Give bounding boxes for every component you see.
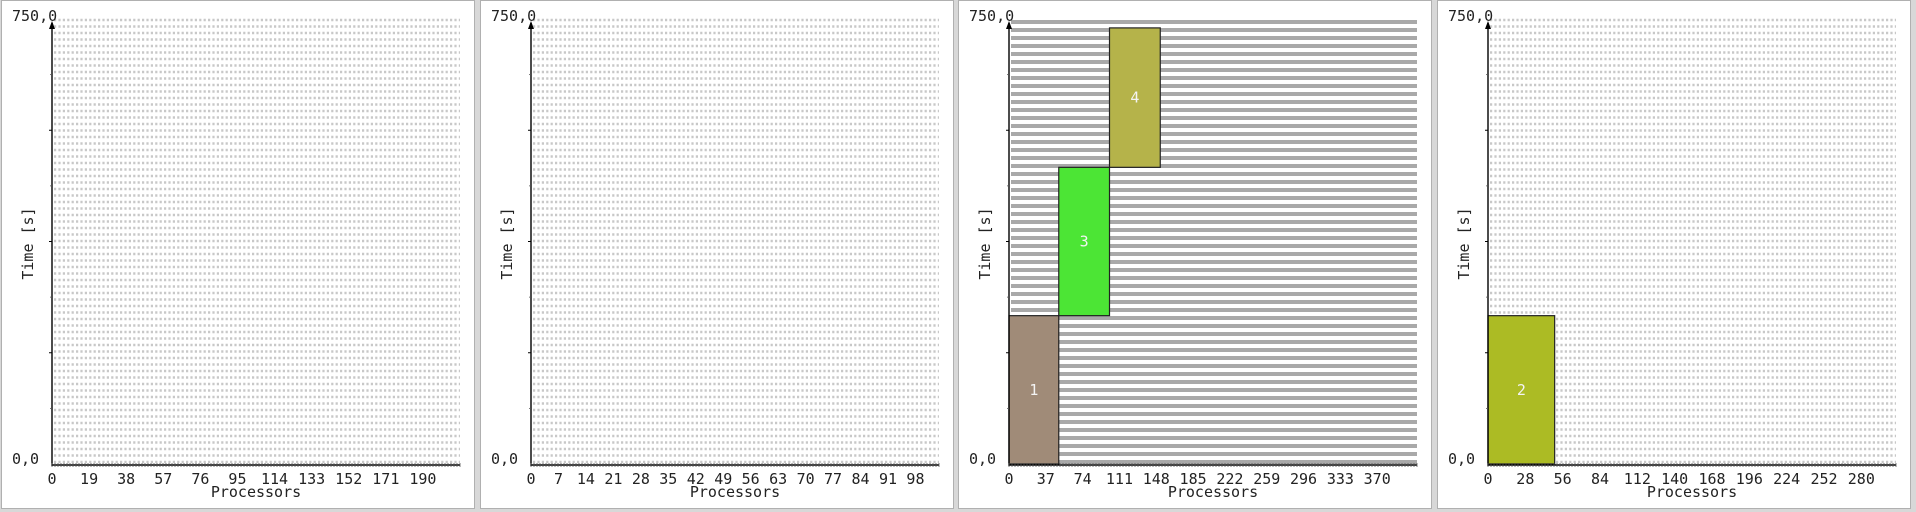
x-axis-title: Processors: [211, 483, 301, 501]
x-tick-label: 296: [1290, 470, 1317, 488]
job-label-2: 2: [1517, 381, 1526, 399]
chart-panel-4: 2 750,0 0,0 Time [s] 0 28 56 84 112 140 168 196 224 2…: [1437, 0, 1911, 509]
x-tick-label: 259: [1253, 470, 1280, 488]
x-axis-title: Processors: [1647, 483, 1737, 501]
job-label-3: 3: [1080, 233, 1089, 251]
x-tick-label: 171: [372, 470, 399, 488]
y-max-label: 750,0: [12, 7, 57, 25]
x-tick-label: 222: [1216, 470, 1243, 488]
chart-svg-2: 750,0 0,0 Time [s] 0 7 14 21 28 35 42 49 56 63 70 77 84…: [491, 7, 940, 501]
y-axis-title: Time [s]: [1455, 207, 1473, 279]
x-tick-label: 35: [659, 470, 677, 488]
x-tick-label: 333: [1327, 470, 1354, 488]
chart-svg-4: 2 750,0 0,0 Time [s] 0 28 56 84 112 140 168 196 224 2…: [1448, 7, 1897, 501]
chart-panel-3: 1 3 4 750,0 0,0 Time [s] 0 37 74 111 148 185 222 259 2…: [958, 0, 1432, 509]
background-hatch: [1011, 20, 1417, 464]
x-tick-label: 185: [1180, 470, 1207, 488]
x-tick-label: 133: [298, 470, 325, 488]
job-bar-2: [1487, 315, 1556, 465]
x-axis-title: Processors: [690, 483, 780, 501]
job-bar-1: [1008, 315, 1060, 465]
x-tick-label: 95: [228, 470, 246, 488]
chart-panel-1: 750,0 0,0 Time [s] 0 19 38 57 76 95 114 133 152 171 1…: [1, 0, 475, 509]
x-tick-label: 196: [1736, 470, 1763, 488]
x-tick-label: 91: [879, 470, 897, 488]
y-axis-arrow: [528, 21, 534, 29]
x-tick-label: 28: [632, 470, 650, 488]
y-min-label: 0,0: [969, 450, 996, 468]
x-tick-label: 370: [1364, 470, 1391, 488]
x-axis-title: Processors: [1168, 483, 1258, 501]
chart-svg-3: 1 3 4 750,0 0,0 Time [s] 0 37 74 111 148 185 222 259 2…: [969, 7, 1418, 501]
x-tick-label: 190: [409, 470, 436, 488]
x-tick-label: 98: [906, 470, 924, 488]
chart-svg-1: 750,0 0,0 Time [s] 0 19 38 57 76 95 114 133 152 171 1…: [12, 7, 461, 501]
x-tick-label: 224: [1773, 470, 1800, 488]
y-min-label: 0,0: [1448, 450, 1475, 468]
background-hatch: [533, 18, 939, 464]
x-tick-label: 57: [154, 470, 172, 488]
x-tick-label: 152: [335, 470, 362, 488]
y-max-label: 750,0: [969, 7, 1014, 25]
job-label-1: 1: [1029, 381, 1038, 399]
x-tick-label: 37: [1037, 470, 1055, 488]
x-tick-label: 0: [1483, 470, 1492, 488]
x-tick-label: 111: [1106, 470, 1133, 488]
x-tick-label: 0: [47, 470, 56, 488]
y-axis-arrow: [1006, 21, 1012, 29]
x-tick-label: 77: [824, 470, 842, 488]
background-hatch: [54, 18, 460, 464]
x-tick-label: 280: [1848, 470, 1875, 488]
x-tick-label: 168: [1698, 470, 1725, 488]
y-axis-arrow: [1485, 21, 1491, 29]
x-tick-label: 0: [1004, 470, 1013, 488]
x-tick-label: 14: [577, 470, 595, 488]
x-tick-label: 84: [852, 470, 870, 488]
x-tick-label: 148: [1143, 470, 1170, 488]
y-axis-title: Time [s]: [19, 207, 37, 279]
y-max-label: 750,0: [1448, 7, 1493, 25]
x-tick-label: 140: [1661, 470, 1688, 488]
y-max-label: 750,0: [491, 7, 536, 25]
x-tick-label: 63: [769, 470, 787, 488]
background-hatch: [1490, 18, 1896, 464]
y-axis-title: Time [s]: [498, 207, 516, 279]
x-tick-label: 74: [1074, 470, 1092, 488]
x-tick-label: 84: [1591, 470, 1609, 488]
x-tick-label: 42: [687, 470, 705, 488]
job-bar-4: [1108, 27, 1161, 168]
x-tick-label: 70: [797, 470, 815, 488]
x-tick-label: 38: [117, 470, 135, 488]
y-min-label: 0,0: [12, 450, 39, 468]
x-tick-label: 76: [191, 470, 209, 488]
x-tick-label: 114: [261, 470, 288, 488]
x-tick-label: 0: [526, 470, 535, 488]
x-tick-label: 252: [1810, 470, 1837, 488]
y-min-label: 0,0: [491, 450, 518, 468]
x-tick-label: 7: [554, 470, 563, 488]
y-axis-arrow: [49, 21, 55, 29]
x-tick-label: 56: [1554, 470, 1572, 488]
x-tick-label: 112: [1624, 470, 1651, 488]
x-tick-label: 56: [742, 470, 760, 488]
x-tick-label: 19: [80, 470, 98, 488]
x-tick-label: 21: [604, 470, 622, 488]
y-axis-title: Time [s]: [976, 207, 994, 279]
x-tick-label: 28: [1516, 470, 1534, 488]
chart-panel-2: 750,0 0,0 Time [s] 0 7 14 21 28 35 42 49 56 63 70 77 84…: [480, 0, 954, 509]
x-tick-label: 49: [714, 470, 732, 488]
job-bar-3: [1058, 166, 1111, 317]
job-label-4: 4: [1130, 89, 1139, 107]
